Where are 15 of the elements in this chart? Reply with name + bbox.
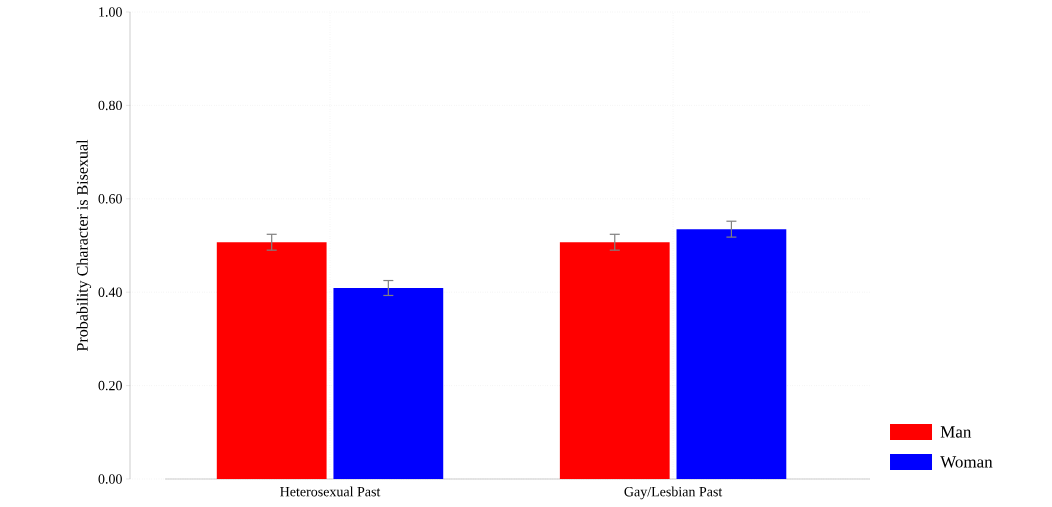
y-tick-label: 0.20 — [98, 380, 122, 391]
y-tick-label: 0.60 — [98, 194, 122, 204]
x-tick-label: Heterosexual Past — [280, 486, 381, 497]
bar — [216, 242, 327, 479]
y-tick-label: 1.00 — [99, 7, 122, 17]
x-tick-label: Gay/Lesbian Past — [624, 486, 723, 500]
legend-label: Man — [940, 426, 972, 438]
y-axis-title: Probability Character is Bisexual — [76, 139, 92, 352]
bar — [676, 229, 787, 479]
bar — [333, 288, 444, 479]
y-tick-label: 0.80 — [98, 100, 122, 111]
y-tick-label: 0.40 — [98, 287, 122, 297]
bar — [559, 242, 670, 479]
y-tick-label: 0.00 — [98, 474, 122, 484]
legend-label: Woman — [940, 456, 993, 468]
